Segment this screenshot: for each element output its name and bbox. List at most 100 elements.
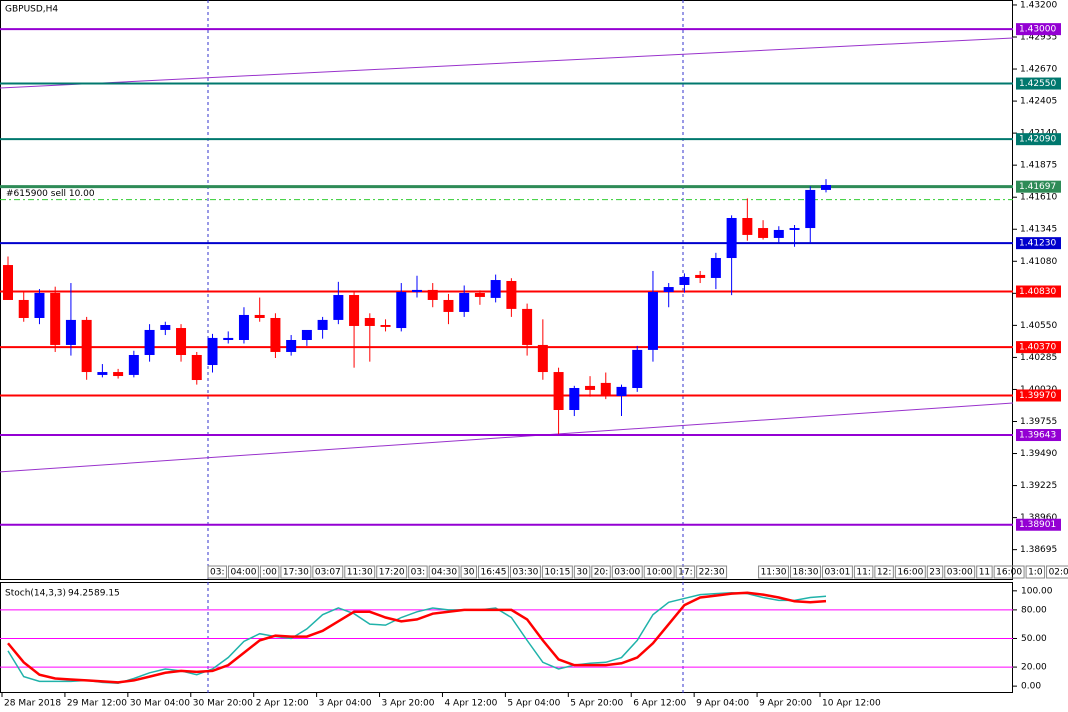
candle-body: [113, 372, 124, 377]
candle-body: [663, 287, 674, 292]
candle-body: [317, 319, 328, 330]
candle-body: [286, 339, 297, 352]
object-time-label: 30: [576, 568, 588, 578]
object-time-box: [280, 565, 312, 579]
candle-body: [427, 289, 438, 300]
object-time-label: 17:: [678, 568, 692, 578]
x-tick-label: 29 Mar 12:00: [67, 699, 127, 709]
candle-body: [128, 354, 139, 375]
object-time-box: [408, 565, 428, 579]
y-tick-label: 1.38695: [1020, 545, 1057, 555]
object-time-box: [821, 565, 853, 579]
y-tick-label: 1.40285: [1020, 353, 1057, 363]
candle-body: [191, 354, 202, 381]
object-time-box: [675, 565, 696, 579]
candle-body: [270, 317, 281, 352]
stoch-line: [7, 591, 827, 685]
object-time-label: 11:30: [347, 568, 373, 578]
candle-body: [18, 299, 29, 318]
candle-body: [553, 372, 564, 411]
candle-body: [758, 228, 769, 238]
order-label: #615900 sell 10.00: [6, 189, 95, 199]
candle-body: [695, 274, 706, 278]
object-time-box: [591, 565, 611, 579]
x-tick-label: 9 Apr 04:00: [696, 699, 749, 709]
candle-body: [50, 292, 61, 345]
x-tick-label: 5 Apr 20:00: [570, 699, 623, 709]
candle-body: [490, 280, 501, 298]
y-tick-label: 1.39755: [1020, 417, 1057, 427]
candle-body: [773, 229, 784, 238]
object-time-label: 18:30: [793, 568, 819, 578]
object-time-box: [428, 565, 460, 579]
y-tick-label: 1.39490: [1020, 449, 1057, 459]
candle-body: [585, 385, 596, 390]
object-time-box: [478, 565, 509, 579]
candle-body: [600, 382, 611, 396]
candle-body: [160, 325, 171, 330]
object-time-label: 02:01: [1049, 568, 1068, 578]
y-tick-label: 80.00: [1021, 605, 1047, 615]
candle-body: [459, 292, 470, 312]
object-time-label: 10:15: [544, 568, 570, 578]
object-time-box: [1046, 565, 1068, 579]
x-tick-label: 3 Apr 20:00: [382, 699, 435, 709]
candle-body: [710, 258, 721, 278]
object-time-label: 1:0: [1028, 568, 1043, 578]
object-time-box: [758, 565, 790, 579]
level-label: 1.39643: [1019, 431, 1056, 441]
object-time-label: 17:30: [283, 568, 309, 578]
object-time-box: [696, 565, 728, 579]
trend-line: [0, 402, 1014, 473]
level-label: 1.42090: [1019, 135, 1056, 145]
y-tick-label: 20.00: [1021, 663, 1047, 673]
y-tick-label: 1.41875: [1020, 161, 1057, 171]
object-time-label: 03:30: [512, 568, 538, 578]
y-tick-label: 100.00: [1021, 586, 1053, 596]
indicator-signal-value: 89.15: [94, 589, 120, 599]
object-time-label: 30: [463, 568, 475, 578]
object-time-box: [944, 565, 976, 579]
object-time-label: 04:30: [431, 568, 457, 578]
trend-line: [0, 37, 1014, 89]
y-tick-label: 1.39225: [1020, 481, 1057, 491]
y-tick-label: 1.38960: [1020, 513, 1057, 523]
y-tick-label: 1.41345: [1020, 225, 1057, 235]
x-tick-label: 2 Apr 12:00: [256, 699, 309, 709]
object-time-box: [874, 565, 894, 579]
x-tick-label: 30 Mar 20:00: [193, 699, 253, 709]
candle-body: [364, 317, 375, 326]
object-time-label: 16:00: [897, 568, 923, 578]
candle-body: [396, 291, 407, 329]
candle-body: [647, 291, 658, 350]
object-time-label: 03:01: [824, 568, 850, 578]
candle-body: [333, 295, 344, 320]
object-time-label: 11:30: [761, 568, 787, 578]
candle-body: [789, 228, 800, 230]
candle-body: [506, 280, 517, 309]
x-tick-label: 5 Apr 04:00: [507, 699, 560, 709]
stoch-line: [7, 591, 827, 684]
level-label-box: [1016, 23, 1061, 36]
candle-body: [144, 329, 155, 355]
object-time-box: [259, 565, 280, 579]
object-time-label: :00: [262, 568, 277, 578]
object-time-box: [460, 565, 478, 579]
object-time-label: 12:: [877, 568, 891, 578]
object-time-label: 11:: [856, 568, 870, 578]
x-tick-label: 9 Apr 20:00: [759, 699, 812, 709]
y-tick-label: 1.42405: [1020, 97, 1057, 107]
candle-body: [616, 386, 627, 396]
candle-body: [474, 292, 485, 297]
candle-body: [632, 349, 643, 388]
y-tick-label: 1.41080: [1020, 257, 1057, 267]
candle-body: [176, 328, 187, 355]
candle-body: [821, 184, 831, 190]
object-time-box: [926, 565, 944, 579]
level-label: 1.39970: [1019, 391, 1056, 401]
object-time-label: 03:00: [614, 568, 640, 578]
object-time-box: [993, 565, 1025, 579]
level-label: 1.42550: [1019, 79, 1056, 89]
object-time-label: 10:00: [646, 568, 672, 578]
x-tick-label: 6 Apr 12:00: [633, 699, 686, 709]
